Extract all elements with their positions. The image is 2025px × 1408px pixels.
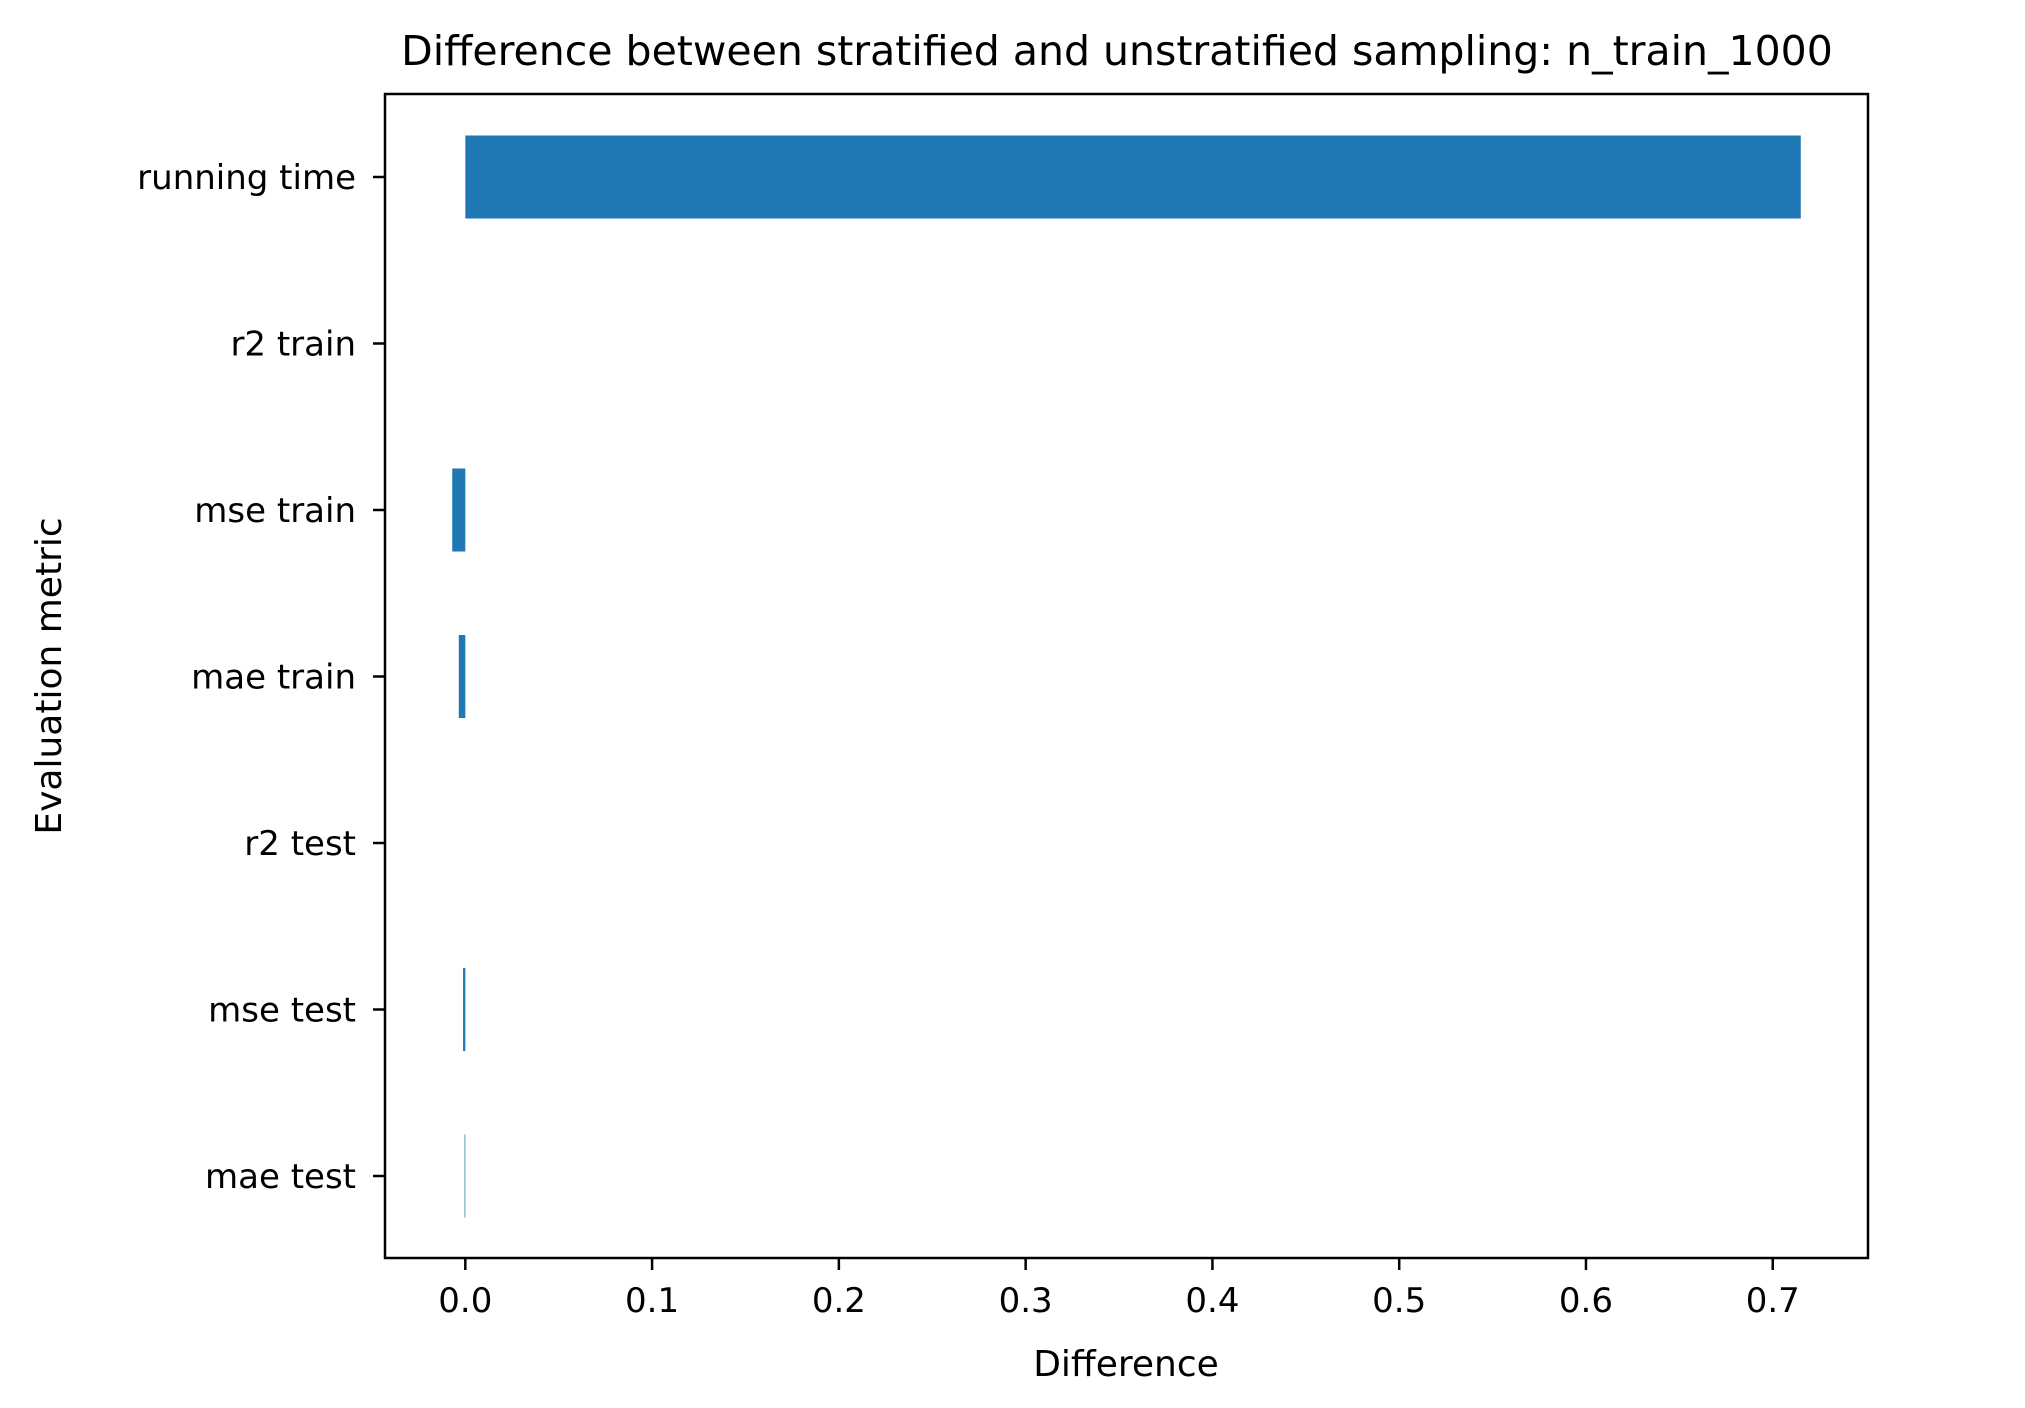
bar-mse-train (452, 468, 466, 552)
bar-running-time (465, 135, 1801, 219)
x-tick-label: 0.0 (438, 1281, 492, 1321)
x-tick-label: 0.6 (1559, 1281, 1613, 1321)
y-tick-label: mse test (208, 991, 356, 1031)
x-tick-label: 0.4 (1185, 1281, 1239, 1321)
chart-title: Difference between stratified and unstra… (401, 27, 1833, 75)
y-tick-label: running time (137, 158, 356, 198)
y-tick-label: mae train (191, 658, 356, 698)
y-tick-label: mse train (194, 491, 356, 531)
plot-frame (383, 92, 1870, 1260)
x-tick-label: 0.1 (625, 1281, 679, 1321)
y-tick-label: mae test (205, 1157, 356, 1197)
y-tick-label: r2 test (244, 824, 356, 864)
x-axis-label: Difference (1033, 1344, 1219, 1385)
bar-mae-train (458, 635, 466, 718)
x-tick-label: 0.7 (1746, 1281, 1800, 1321)
y-tick-label: r2 train (230, 325, 356, 365)
y-axis: running time r2 train mse train mae train r2… (137, 158, 385, 1197)
x-tick-label: 0.3 (999, 1281, 1053, 1321)
x-tick-label: 0.5 (1372, 1281, 1426, 1321)
bars-layer (452, 135, 1801, 1218)
bar-mse-test (463, 968, 466, 1051)
y-axis-label: Evaluation metric (29, 517, 70, 834)
x-axis: 0.0 0.1 0.2 0.3 0.4 0.5 0.6 0.7 (438, 1258, 1800, 1321)
bar-mae-test (464, 1134, 466, 1218)
x-tick-label: 0.2 (812, 1281, 866, 1321)
